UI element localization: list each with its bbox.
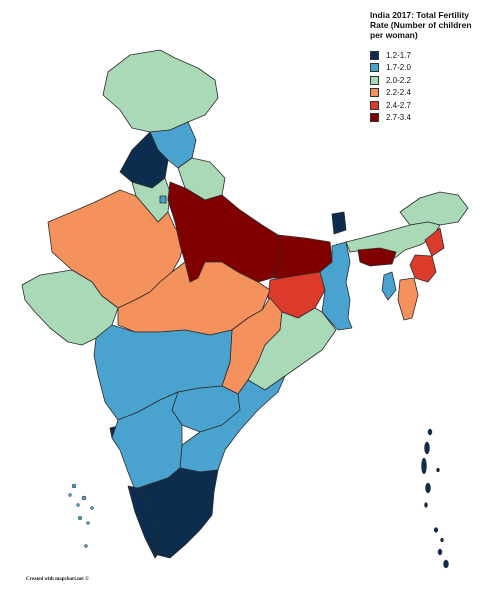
legend-label: 1.7-2.0	[386, 63, 411, 72]
credit-text: Created with mapchart.net ©	[26, 577, 89, 582]
legend-swatch	[370, 75, 379, 85]
legend-swatch	[370, 113, 379, 122]
state-sikkim[interactable]	[331, 211, 347, 235]
legend-item: 1.7-2.0	[370, 62, 485, 74]
state-andhra-pradesh[interactable]	[179, 375, 286, 473]
legend-item: 2.2-2.4	[370, 87, 485, 99]
legend-item: 2.4-2.7	[370, 99, 485, 111]
state-delhi[interactable]	[159, 195, 167, 204]
state-manipur[interactable]	[409, 254, 437, 283]
legend-swatch	[370, 50, 379, 60]
legend-swatch	[370, 100, 379, 110]
state-tamil-nadu[interactable]	[137, 467, 219, 559]
state-mizoram[interactable]	[397, 277, 419, 321]
state-odisha[interactable]	[247, 307, 337, 391]
legend-swatch	[370, 88, 379, 97]
legend-item: 2.0-2.2	[370, 74, 485, 86]
legend-label: 2.2-2.4	[386, 88, 411, 97]
legend-label: 2.4-2.7	[386, 100, 411, 110]
legend-swatch	[370, 63, 379, 72]
map-legend: India 2017: Total Fertility Rate (Number…	[370, 10, 485, 124]
state-nagaland[interactable]	[424, 227, 445, 257]
legend-item: 1.2-1.7	[370, 49, 485, 61]
legend-label: 1.2-1.7	[386, 50, 411, 60]
state-jammu-kashmir[interactable]	[102, 49, 219, 133]
lakshadweep-islands[interactable]	[68, 483, 94, 548]
state-west-bengal[interactable]	[319, 241, 353, 331]
legend-title: India 2017: Total Fertility Rate (Number…	[370, 10, 472, 40]
andaman-nicobar-islands[interactable]	[421, 428, 449, 569]
state-meghalaya[interactable]	[357, 247, 397, 267]
state-arunachal-pradesh[interactable]	[399, 191, 469, 226]
legend-label: 2.0-2.2	[386, 75, 411, 85]
legend-list: 1.2-1.7 1.7-2.0 2.0-2.2 2.2-2.4 2.4-2.7 2.7-3…	[370, 49, 485, 124]
legend-label: 2.7-3.4	[386, 113, 411, 122]
state-tripura[interactable]	[381, 271, 397, 301]
legend-item: 2.7-3.4	[370, 112, 485, 124]
